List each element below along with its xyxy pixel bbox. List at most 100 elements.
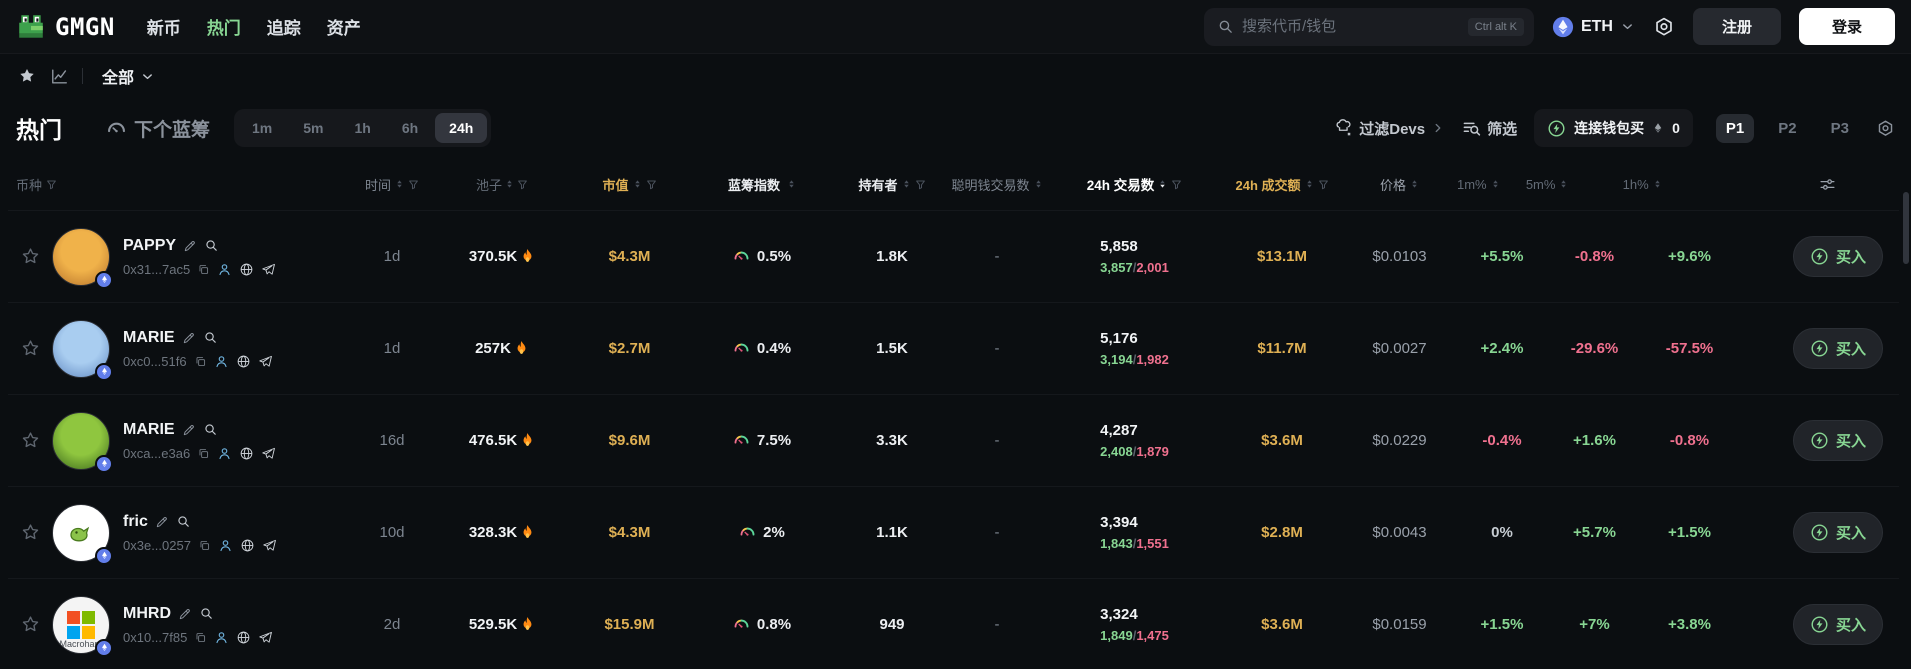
- token-address[interactable]: 0x3e...0257: [123, 537, 191, 553]
- token-avatar[interactable]: [52, 227, 113, 289]
- scrollbar-thumb[interactable]: [1903, 192, 1909, 264]
- column-header-holders[interactable]: 持有者: [837, 175, 947, 194]
- nav-assets[interactable]: 资产: [326, 19, 361, 38]
- connect-wallet-buy[interactable]: 连接钱包买 0: [1534, 109, 1693, 147]
- preset-p1[interactable]: P1: [1715, 113, 1755, 143]
- nav-track[interactable]: 追踪: [266, 19, 301, 38]
- timeframe-chip-1h[interactable]: 1h: [354, 120, 371, 136]
- table-row[interactable]: fric 0x3e...0257: [8, 486, 1899, 578]
- favorite-star-icon[interactable]: [20, 522, 41, 543]
- register-button[interactable]: 注册: [1692, 8, 1781, 45]
- table-row[interactable]: MARIE 0xc0...51f6: [8, 302, 1899, 394]
- sort-icon[interactable]: [1034, 178, 1043, 190]
- favorite-star-icon[interactable]: [20, 430, 41, 451]
- copy-address-icon[interactable]: [197, 263, 210, 276]
- column-header-price[interactable]: 价格: [1342, 175, 1457, 194]
- token-avatar[interactable]: [52, 319, 113, 381]
- column-header-m5[interactable]: 5m%: [1500, 177, 1595, 192]
- preset-p3[interactable]: P3: [1830, 119, 1849, 137]
- buy-button[interactable]: 买入: [1792, 512, 1883, 553]
- filter-button[interactable]: 筛选: [1462, 118, 1517, 139]
- buy-button[interactable]: 买入: [1792, 328, 1883, 369]
- column-header-bluechip[interactable]: 蓝筹指数: [687, 175, 837, 194]
- column-settings-icon[interactable]: [1819, 176, 1836, 193]
- dev-profile-icon[interactable]: [217, 262, 232, 277]
- sort-icon[interactable]: [1410, 178, 1419, 190]
- chain-selector[interactable]: ETH: [1552, 16, 1635, 38]
- settings-gear-icon[interactable]: [1653, 16, 1675, 38]
- copy-address-icon[interactable]: [197, 447, 210, 460]
- sort-icon[interactable]: [1305, 178, 1314, 190]
- token-address[interactable]: 0xca...e3a6: [123, 445, 191, 461]
- buy-button[interactable]: 买入: [1792, 420, 1883, 461]
- token-search-icon[interactable]: [176, 514, 191, 529]
- telegram-icon[interactable]: [258, 630, 273, 645]
- token-name[interactable]: PAPPY: [123, 236, 177, 254]
- buy-button[interactable]: 买入: [1792, 604, 1883, 645]
- telegram-icon[interactable]: [262, 538, 277, 553]
- filter-funnel-icon[interactable]: [46, 179, 57, 190]
- filter-funnel-icon[interactable]: [646, 179, 657, 190]
- buy-button[interactable]: 买入: [1792, 236, 1883, 277]
- preset-p2[interactable]: P2: [1778, 119, 1797, 137]
- token-avatar[interactable]: Macrohard: [52, 595, 113, 657]
- edit-icon[interactable]: [182, 331, 196, 345]
- edit-icon[interactable]: [182, 423, 196, 437]
- sort-icon[interactable]: [1653, 178, 1662, 190]
- token-search-icon[interactable]: [199, 606, 214, 621]
- token-name[interactable]: fric: [123, 512, 148, 530]
- telegram-icon[interactable]: [261, 446, 276, 461]
- copy-address-icon[interactable]: [198, 539, 211, 552]
- telegram-icon[interactable]: [258, 354, 273, 369]
- filter-funnel-icon[interactable]: [408, 179, 419, 190]
- sort-icon[interactable]: [787, 178, 796, 190]
- timeframe-chip-5m[interactable]: 5m: [303, 120, 324, 136]
- table-row[interactable]: MARIE 0xca...e3a6: [8, 394, 1899, 486]
- dev-profile-icon[interactable]: [214, 354, 229, 369]
- nav-hot[interactable]: 热门: [206, 19, 241, 38]
- token-avatar[interactable]: [52, 411, 113, 473]
- dev-profile-icon[interactable]: [217, 446, 232, 461]
- token-name[interactable]: MHRD: [123, 604, 171, 622]
- token-name[interactable]: MARIE: [123, 328, 175, 346]
- telegram-icon[interactable]: [261, 262, 276, 277]
- next-bluechip-tab[interactable]: 下个蓝筹: [106, 115, 210, 142]
- list-settings-gear-icon[interactable]: [1876, 119, 1895, 138]
- sort-icon[interactable]: [902, 178, 911, 190]
- filter-funnel-icon[interactable]: [1171, 179, 1182, 190]
- column-header-mcap[interactable]: 市值: [572, 175, 687, 194]
- token-avatar[interactable]: [52, 503, 113, 565]
- column-header-time[interactable]: 时间: [352, 175, 432, 194]
- website-icon[interactable]: [240, 538, 255, 553]
- vertical-scrollbar[interactable]: [1903, 168, 1909, 665]
- brand[interactable]: GMGN: [16, 12, 115, 42]
- login-button[interactable]: 登录: [1798, 8, 1895, 45]
- website-icon[interactable]: [236, 630, 251, 645]
- filter-funnel-icon[interactable]: [1318, 179, 1329, 190]
- filter-funnel-icon[interactable]: [915, 179, 926, 190]
- edit-icon[interactable]: [155, 515, 169, 529]
- token-search-icon[interactable]: [203, 422, 218, 437]
- website-icon[interactable]: [236, 354, 251, 369]
- copy-address-icon[interactable]: [194, 355, 207, 368]
- token-address[interactable]: 0xc0...51f6: [123, 353, 187, 369]
- token-search-icon[interactable]: [204, 238, 219, 253]
- token-address[interactable]: 0x10...7f85: [123, 629, 188, 645]
- timeframe-chip-24h[interactable]: 24h: [435, 113, 488, 143]
- column-header-vol[interactable]: 24h 成交额: [1222, 175, 1342, 194]
- token-name[interactable]: MARIE: [123, 420, 175, 438]
- favorites-star-icon[interactable]: [17, 66, 37, 86]
- dev-profile-icon[interactable]: [214, 630, 229, 645]
- favorite-star-icon[interactable]: [20, 614, 41, 635]
- dev-profile-icon[interactable]: [218, 538, 233, 553]
- sort-icon[interactable]: [1559, 178, 1568, 190]
- filter-devs-button[interactable]: 过滤Devs: [1334, 118, 1445, 139]
- table-row[interactable]: Macrohard MHRD 0x10...7f85: [8, 578, 1899, 669]
- favorite-star-icon[interactable]: [20, 246, 41, 267]
- column-header-smart[interactable]: 聪明钱交易数: [947, 175, 1047, 194]
- trend-chart-icon[interactable]: [50, 67, 69, 86]
- column-header-txs[interactable]: 24h 交易数: [1047, 174, 1222, 194]
- token-search-icon[interactable]: [203, 330, 218, 345]
- copy-address-icon[interactable]: [194, 631, 207, 644]
- timeframe-chip-1m[interactable]: 1m: [252, 120, 273, 136]
